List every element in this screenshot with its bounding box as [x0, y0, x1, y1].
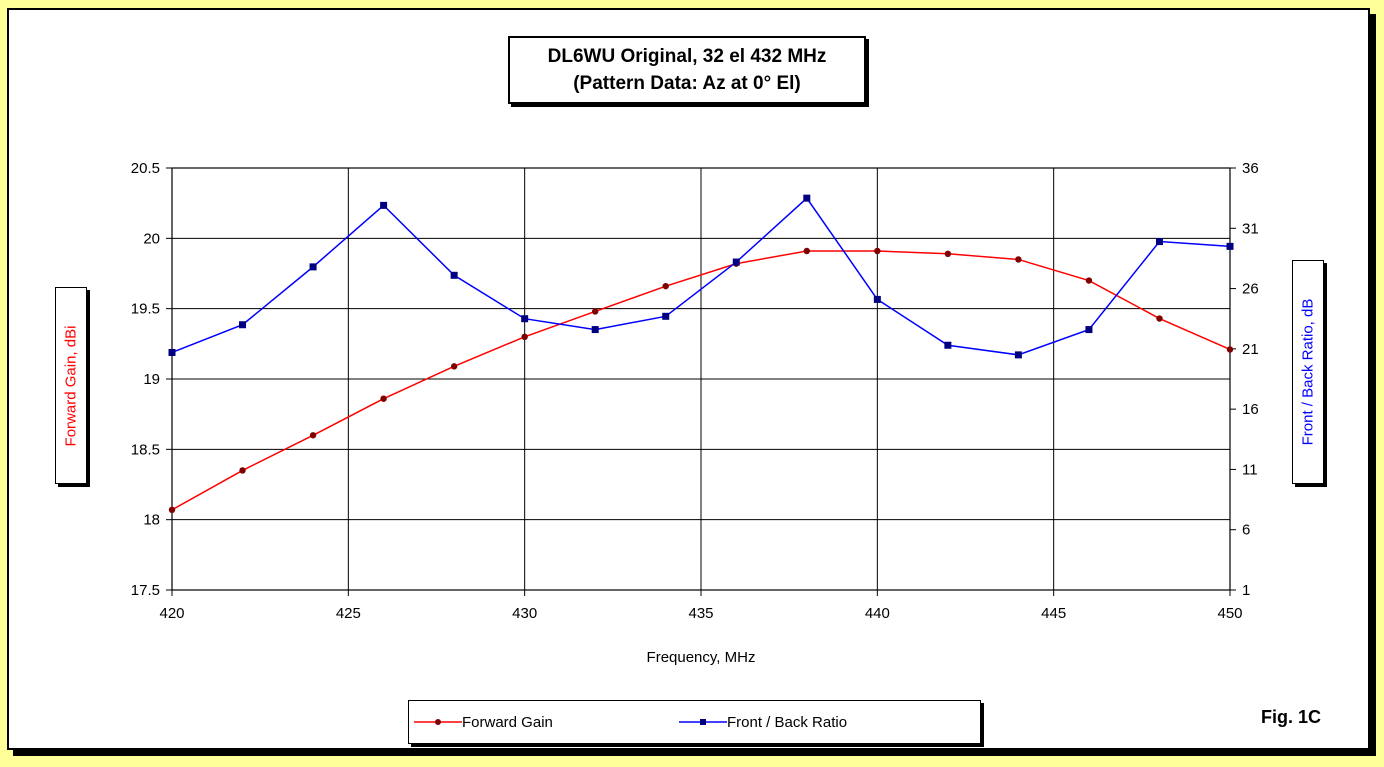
x-tick-label-5: 445	[1041, 605, 1066, 622]
point-forward-gain-13	[1085, 277, 1093, 284]
point-front-back-4	[450, 271, 458, 279]
point-front-back-11	[944, 341, 952, 349]
legend-item-forward-gain: Forward Gain	[414, 701, 553, 743]
point-front-back-0	[168, 348, 176, 356]
y-right-tick-label-4: 21	[1242, 341, 1259, 358]
y-right-tick-label-3: 16	[1242, 401, 1259, 418]
x-tick-label-4: 440	[865, 605, 890, 622]
y-right-tick-label-1: 6	[1242, 522, 1250, 539]
series-line-0	[171, 250, 1231, 511]
y-left-tick-label-5: 20	[143, 230, 160, 247]
point-forward-gain-10	[874, 247, 881, 255]
x-axis-label: Frequency, MHz	[647, 649, 756, 666]
point-front-back-2	[309, 263, 317, 271]
point-front-back-3	[380, 201, 388, 209]
point-forward-gain-12	[1015, 256, 1022, 263]
legend-label-forward-gain: Forward Gain	[462, 713, 553, 731]
point-forward-gain-15	[1226, 346, 1234, 353]
y-left-axis-label-text: Forward Gain, dBi	[62, 325, 80, 446]
point-front-back-6	[591, 326, 599, 334]
y-left-tick-label-3: 19	[143, 371, 160, 388]
point-front-back-14	[1155, 238, 1163, 246]
point-forward-gain-4	[450, 363, 458, 370]
y-right-axis-label-text: Front / Back Ratio, dB	[1299, 298, 1317, 446]
point-forward-gain-1	[239, 467, 246, 474]
point-front-back-1	[239, 321, 247, 329]
point-forward-gain-7	[662, 282, 669, 290]
chart-title-line1: DL6WU Original, 32 el 432 MHz	[547, 46, 827, 67]
y-left-tick-label-1: 18	[143, 512, 160, 529]
legend: Forward Gain Front / Back Ratio	[408, 700, 981, 744]
figure-label: Fig. 1C	[1261, 707, 1322, 727]
point-front-back-8	[732, 258, 740, 266]
chart-title-line2: (Pattern Data: Az at 0° El)	[573, 73, 801, 94]
chart-title: DL6WU Original, 32 el 432 MHz (Pattern D…	[508, 36, 866, 104]
point-forward-gain-2	[309, 432, 317, 439]
point-front-back-9	[803, 194, 811, 202]
point-front-back-7	[662, 312, 670, 320]
y-right-tick-label-6: 31	[1242, 220, 1259, 237]
point-forward-gain-6	[592, 308, 599, 315]
point-forward-gain-9	[803, 247, 810, 255]
y-right-tick-label-2: 11	[1242, 461, 1258, 478]
x-tick-label-1: 425	[336, 605, 361, 622]
y-right-tick-label-5: 26	[1242, 281, 1259, 298]
point-front-back-15	[1226, 242, 1234, 250]
x-tick-label-0: 420	[159, 605, 184, 622]
y-right-tick-label-7: 36	[1242, 160, 1259, 177]
y-right-tick-label-0: 1	[1242, 582, 1250, 599]
legend-swatch-front-back	[679, 719, 727, 725]
y-left-tick-label-4: 19.5	[131, 301, 160, 318]
point-forward-gain-0	[168, 506, 176, 514]
point-forward-gain-14	[1156, 315, 1163, 322]
x-tick-label-2: 430	[512, 605, 537, 622]
point-front-back-5	[521, 315, 529, 323]
legend-label-front-back: Front / Back Ratio	[727, 713, 848, 731]
plot-area-border	[171, 167, 1231, 591]
x-tick-label-6: 450	[1217, 605, 1242, 622]
point-front-back-13	[1085, 326, 1093, 334]
legend-item-front-back: Front / Back Ratio	[679, 701, 847, 743]
point-front-back-10	[873, 295, 881, 303]
y-left-tick-label-2: 18.5	[131, 441, 160, 458]
y-right-axis-label: Front / Back Ratio, dB	[1292, 260, 1324, 484]
legend-swatch-forward-gain	[414, 719, 462, 725]
point-forward-gain-3	[380, 395, 387, 402]
point-front-back-12	[1014, 351, 1022, 359]
x-tick-label-3: 435	[688, 605, 713, 622]
series-line-1	[171, 197, 1231, 356]
y-left-tick-label-6: 20.5	[131, 160, 160, 177]
point-forward-gain-5	[521, 333, 528, 340]
y-left-axis-label: Forward Gain, dBi	[55, 287, 87, 484]
y-left-tick-label-0: 17.5	[131, 582, 160, 599]
point-forward-gain-11	[944, 250, 952, 258]
